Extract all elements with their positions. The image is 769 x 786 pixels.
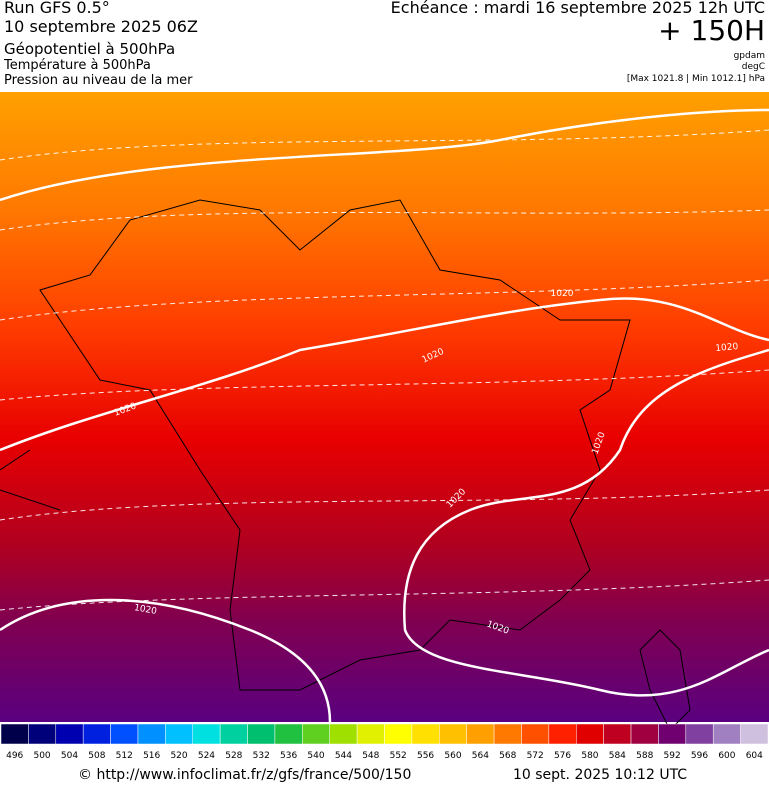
colorbar-label: 604: [746, 751, 763, 761]
title: Géopotentiel à 500hPa: [4, 40, 176, 58]
colorbar-cell: [712, 723, 741, 745]
colorbar-label: 596: [691, 751, 708, 761]
forecast: Echéance : mardi 16 septembre 2025 12h U…: [390, 0, 765, 17]
colorbar-label: 588: [636, 751, 653, 761]
colorbar-cell: [55, 723, 84, 745]
isobar-label: 1020: [715, 342, 739, 354]
coastline: [0, 199, 691, 731]
colorbar-label: 576: [554, 751, 571, 761]
isobars: [0, 108, 769, 723]
colorbar-cell: [219, 723, 248, 745]
colorbar-cell: [165, 723, 194, 745]
colorbar-cell: [0, 723, 29, 745]
colorbar-label: 580: [581, 751, 598, 761]
colorbar-cell: [740, 723, 769, 745]
colorbar-cell: [576, 723, 604, 745]
colorbar-label: 592: [664, 751, 681, 761]
subtitle: Pression au niveau de la mer: [4, 73, 193, 88]
colorbar-cell: [548, 723, 577, 745]
colorbar-label: 540: [307, 751, 324, 761]
colorbar-cell: [466, 723, 495, 745]
isotherms: [0, 129, 769, 611]
colorbar-cell: [603, 723, 632, 745]
colorbar-label: 572: [527, 751, 544, 761]
colorbar-label: 504: [61, 751, 78, 761]
colorbar-cell: [356, 723, 385, 745]
timestamp: 10 sept. 2025 10:12 UTC: [513, 767, 688, 783]
colorbar-label: 532: [253, 751, 270, 761]
colorbar-label: 544: [335, 751, 352, 761]
colorbar: 496 500 504 508 512 516 520 524 528 532 536 540 544 5…: [0, 723, 769, 761]
colorbar-cell: [137, 723, 166, 745]
colorbar-cell: [110, 723, 139, 745]
subtitle: Température à 500hPa: [4, 58, 151, 73]
colorbar-cell: [384, 723, 413, 745]
colorbar-label: 548: [362, 751, 379, 761]
colorbar-label: 520: [170, 751, 187, 761]
colorbar-label: 528: [225, 751, 242, 761]
colorbar-label: 556: [417, 751, 434, 761]
colorbar-cell: [192, 723, 221, 745]
colorbar-label: 560: [444, 751, 461, 761]
colorbar-label: 516: [143, 751, 160, 761]
colorbar-label: 500: [33, 751, 50, 761]
lead-time: + 150H: [658, 14, 765, 47]
colorbar-cell: [274, 723, 303, 745]
unit: degC: [741, 62, 765, 72]
colorbar-label: 564: [472, 751, 489, 761]
pressure-range: [Max 1021.8 | Min 1012.1] hPa: [626, 74, 765, 84]
colorbar-cell: [302, 723, 330, 745]
colorbar-cell: [247, 723, 276, 745]
colorbar-cell: [411, 723, 440, 745]
colorbar-cell: [521, 723, 550, 745]
colorbar-cell: [658, 723, 687, 745]
colorbar-cell: [493, 723, 522, 745]
colorbar-label: 512: [116, 751, 133, 761]
colorbar-cell: [630, 723, 659, 745]
colorbar-label: 536: [280, 751, 297, 761]
run-date: 10 septembre 2025 06Z: [4, 17, 198, 36]
colorbar-label: 552: [390, 751, 407, 761]
unit: gpdam: [733, 51, 765, 61]
colorbar-label: 584: [609, 751, 626, 761]
colorbar-label: 600: [718, 751, 735, 761]
source: © http://www.infoclimat.fr/z/gfs/france/…: [78, 767, 412, 783]
colorbar-label: 496: [6, 751, 23, 761]
isobar-label: 1020: [551, 289, 574, 299]
field: [0, 92, 769, 722]
colorbar-cell: [329, 723, 358, 745]
isobar-label: 1020: [133, 603, 158, 617]
colorbar-cell: [28, 723, 57, 745]
colorbar-label: 508: [88, 751, 105, 761]
run: Run GFS 0.5°: [4, 0, 110, 17]
colorbar-label: 568: [499, 751, 516, 761]
colorbar-cell: [439, 723, 467, 745]
colorbar-cell: [82, 723, 111, 745]
colorbar-label: 524: [198, 751, 215, 761]
colorbar-cell: [685, 723, 714, 745]
